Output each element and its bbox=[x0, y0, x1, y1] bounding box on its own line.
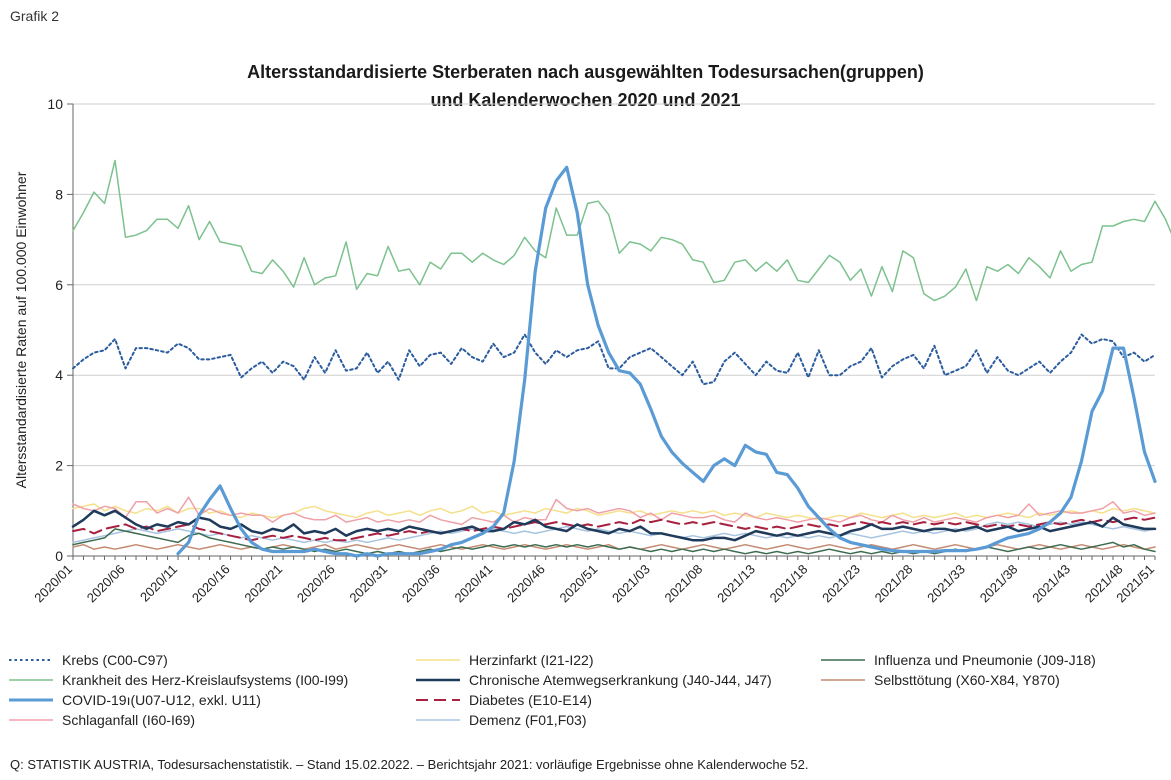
x-tick-label: 2021/33 bbox=[924, 562, 968, 606]
legend-swatch bbox=[9, 719, 53, 721]
legend-label: Chronische Atemwegserkrankung (J40-J44, … bbox=[469, 672, 772, 688]
y-tick-label: 4 bbox=[55, 367, 63, 383]
legend-swatch bbox=[9, 698, 53, 702]
legend-label: Diabetes (E10-E14) bbox=[469, 692, 592, 708]
y-tick-label: 2 bbox=[55, 458, 63, 474]
x-tick-label: 2021/13 bbox=[714, 562, 758, 606]
legend-label: Krankheit des Herz-Kreislaufsystems (I00… bbox=[62, 672, 349, 688]
legend-item: Herzinfarkt (I21-I22) bbox=[415, 652, 593, 668]
legend-label: Demenz (F01,F03) bbox=[469, 712, 587, 728]
y-axis-label: Altersstandardisierte Raten auf 100.000 … bbox=[13, 171, 29, 488]
legend-item: Krebs (C00-C97) bbox=[8, 652, 168, 668]
figure-label: Grafik 2 bbox=[10, 8, 60, 24]
series-line bbox=[72, 333, 1156, 386]
x-tick-label: 2021/08 bbox=[662, 562, 706, 606]
x-tick-label: 2020/11 bbox=[137, 562, 180, 605]
x-tick-label: 2020/46 bbox=[504, 562, 548, 606]
x-tick-label: 2020/06 bbox=[84, 562, 128, 606]
legend-swatch bbox=[416, 659, 460, 661]
legend-swatch bbox=[9, 679, 53, 681]
legend-swatch bbox=[416, 719, 460, 721]
x-tick-label: 2020/16 bbox=[189, 562, 233, 606]
x-tick-label: 2020/01 bbox=[31, 562, 75, 606]
x-tick-label: 2020/51 bbox=[557, 562, 601, 606]
legend-item: Schlaganfall (I60-I69) bbox=[8, 712, 195, 728]
legend-swatch bbox=[821, 679, 865, 681]
legend-item: Selbsttötung (X60-X84, Y870) bbox=[820, 672, 1060, 688]
chart-legend: Krebs (C00-C97) Krankheit des Herz-Kreisl… bbox=[0, 652, 1171, 742]
series-line bbox=[72, 159, 1171, 302]
x-tick-label: 2021/28 bbox=[872, 562, 916, 606]
legend-item: Influenza und Pneumonie (J09-J18) bbox=[820, 652, 1096, 668]
x-tick-label: 2020/21 bbox=[241, 562, 285, 606]
legend-item: Krankheit des Herz-Kreislaufsystems (I00… bbox=[8, 672, 348, 688]
series-line bbox=[72, 496, 1156, 526]
series-line bbox=[176, 165, 1157, 558]
legend-swatch bbox=[9, 659, 53, 661]
legend-label: Herzinfarkt (I21-I22) bbox=[469, 652, 594, 668]
legend-swatch bbox=[416, 699, 460, 701]
series-line bbox=[71, 509, 1157, 542]
legend-label: Schlaganfall (I60-I69) bbox=[62, 712, 196, 728]
legend-item: Demenz (F01,F03) bbox=[415, 712, 586, 728]
x-tick-label: 2021/38 bbox=[977, 562, 1021, 606]
legend-label: Selbsttötung (X60-X84, Y870) bbox=[874, 672, 1060, 688]
legend-swatch bbox=[821, 659, 865, 661]
legend-swatch bbox=[416, 678, 460, 682]
legend-label: Influenza und Pneumonie (J09-J18) bbox=[874, 652, 1096, 668]
x-tick-label: 2020/36 bbox=[399, 562, 443, 606]
legend-item: COVID-19ı(U07-U12, exkl. U11) bbox=[8, 692, 261, 708]
y-tick-label: 0 bbox=[55, 548, 63, 564]
y-tick-label: 8 bbox=[55, 186, 63, 202]
legend-item: Diabetes (E10-E14) bbox=[415, 692, 592, 708]
x-tick-label: 2021/03 bbox=[609, 562, 653, 606]
x-tick-label: 2020/26 bbox=[294, 562, 338, 606]
legend-label: Krebs (C00-C97) bbox=[62, 652, 168, 668]
source-note: Q: STATISTIK AUSTRIA, Todesursachenstati… bbox=[10, 757, 809, 772]
series-line bbox=[72, 503, 1156, 521]
x-tick-label: 2021/23 bbox=[819, 562, 863, 606]
x-tick-label: 2021/43 bbox=[1029, 562, 1073, 606]
x-tick-label: 2020/31 bbox=[346, 562, 390, 606]
y-tick-label: 10 bbox=[47, 96, 63, 112]
x-tick-label: 2020/41 bbox=[451, 562, 495, 606]
chart-title: Altersstandardisierte Sterberaten nach a… bbox=[247, 62, 924, 82]
legend-label: COVID-19ı(U07-U12, exkl. U11) bbox=[62, 692, 261, 708]
chart-subtitle: und Kalenderwochen 2020 und 2021 bbox=[430, 90, 741, 110]
x-tick-label: 2021/18 bbox=[767, 562, 811, 606]
y-tick-label: 6 bbox=[55, 277, 63, 293]
legend-item: Chronische Atemwegserkrankung (J40-J44, … bbox=[415, 672, 772, 688]
series-line bbox=[72, 516, 1156, 542]
